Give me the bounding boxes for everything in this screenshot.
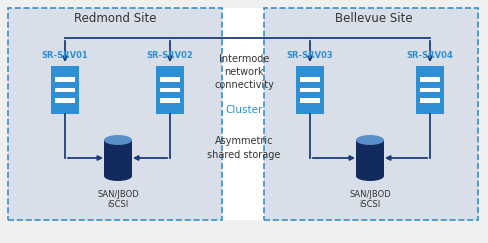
Ellipse shape [356, 171, 384, 181]
FancyBboxPatch shape [300, 98, 320, 103]
Text: Redmond Site: Redmond Site [74, 12, 156, 25]
Text: SR-SRV03: SR-SRV03 [286, 51, 333, 60]
FancyBboxPatch shape [55, 87, 75, 92]
FancyBboxPatch shape [416, 66, 444, 114]
Text: SR-SRV01: SR-SRV01 [41, 51, 88, 60]
FancyBboxPatch shape [300, 87, 320, 92]
FancyBboxPatch shape [420, 87, 440, 92]
Text: SAN/JBOD
iSCSI: SAN/JBOD iSCSI [349, 190, 391, 209]
Ellipse shape [104, 135, 132, 145]
FancyBboxPatch shape [156, 66, 184, 114]
Text: Asymmetric
shared storage: Asymmetric shared storage [207, 136, 281, 160]
FancyBboxPatch shape [104, 140, 132, 176]
Ellipse shape [104, 171, 132, 181]
FancyBboxPatch shape [296, 66, 324, 114]
Text: Cluster: Cluster [225, 105, 263, 115]
FancyBboxPatch shape [300, 77, 320, 82]
FancyBboxPatch shape [55, 98, 75, 103]
FancyBboxPatch shape [55, 77, 75, 82]
FancyBboxPatch shape [356, 140, 384, 176]
FancyBboxPatch shape [160, 98, 180, 103]
Text: Bellevue Site: Bellevue Site [335, 12, 413, 25]
Text: Intermode
network
connectivity: Intermode network connectivity [214, 54, 274, 90]
FancyBboxPatch shape [420, 77, 440, 82]
Ellipse shape [356, 135, 384, 145]
Text: SR-SRV02: SR-SRV02 [146, 51, 193, 60]
Text: SAN/JBOD
iSCSI: SAN/JBOD iSCSI [97, 190, 139, 209]
Text: SR-SRV04: SR-SRV04 [407, 51, 453, 60]
FancyBboxPatch shape [420, 98, 440, 103]
FancyBboxPatch shape [160, 87, 180, 92]
FancyBboxPatch shape [8, 8, 222, 220]
FancyBboxPatch shape [148, 8, 340, 220]
FancyBboxPatch shape [264, 8, 478, 220]
FancyBboxPatch shape [51, 66, 79, 114]
FancyBboxPatch shape [160, 77, 180, 82]
